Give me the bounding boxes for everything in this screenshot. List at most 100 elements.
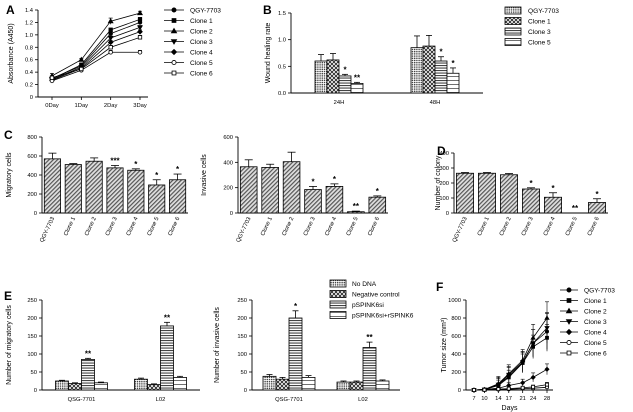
panel-f-point	[496, 387, 501, 392]
panel-b-x-tick-label: 48H	[430, 100, 441, 106]
panel-f-point	[482, 387, 487, 392]
panel-f-point	[472, 388, 476, 392]
panel-c2-x-tick-label: Clone 1	[260, 216, 274, 237]
panel-c1-bar	[148, 184, 166, 214]
panel-c2-bar	[325, 185, 344, 214]
panel-e1-bar	[81, 358, 95, 391]
panel-f-x-tick-label: 7	[472, 396, 475, 402]
panel-e-legend-label: pSPINK6si	[352, 302, 384, 309]
panel-e1-bar	[68, 383, 82, 391]
panel-c1-bar	[106, 167, 124, 214]
panel-a-series-line	[51, 18, 141, 80]
panel-a-point	[108, 45, 113, 50]
panel-e2-bar	[349, 381, 364, 391]
panel-b-legend-label: Clone 5	[528, 40, 551, 47]
panel-a-series-line	[51, 36, 141, 79]
panel-f-series-line	[473, 337, 548, 391]
panel-b-y-tick-label: 1.5	[278, 11, 286, 17]
panel-e2-x-tick-label: L02	[358, 397, 368, 403]
panel-e1-bar	[173, 376, 187, 391]
panel-f-x-tick-label: 17	[506, 396, 512, 402]
panel-b-bar	[422, 45, 436, 94]
panel-c2-x-tick-label: Clone 2	[282, 216, 296, 237]
panel-f-legend-label: Clone 2	[584, 309, 607, 316]
panel-a-series-line	[51, 22, 141, 79]
panel-b-legend-swatch	[504, 38, 522, 46]
panel-a-legend-marker	[171, 18, 177, 23]
panel-b-legend-label: Clone 1	[528, 19, 551, 26]
panel-c1-x-tick-label: Clone 5	[147, 216, 161, 237]
panel-e2-y-tick-label: 150	[237, 334, 247, 340]
panel-c2-bar	[282, 161, 301, 214]
panel-e2-y-tick-label: 200	[237, 316, 247, 322]
panel-f-legend-marker	[566, 287, 572, 293]
panel-f-y-tick-label: 1000	[448, 298, 461, 304]
panel-e2-significance: **	[366, 333, 373, 342]
panel-d-x-tick-label: Clone 4	[543, 216, 557, 237]
panel-e1-significance: **	[164, 313, 171, 322]
panel-c1-x-tick-label: Clone 4	[126, 216, 140, 237]
panel-f-label: F	[436, 280, 443, 294]
panel-a-series-line	[51, 51, 140, 82]
panel-f-legend-marker	[565, 328, 573, 336]
panel-e2-y-tick-label: 250	[237, 298, 247, 304]
panel-f-y-tick-label: 0	[458, 388, 461, 394]
panel-e1-y-tick-label: 150	[27, 334, 37, 340]
panel-f-legend-label: Clone 5	[584, 340, 607, 347]
panel-d-significance: **	[572, 204, 579, 213]
panel-d-y-tick-label: 200	[439, 181, 449, 187]
panel-d-bar	[522, 188, 540, 214]
panel-a-legend-label: Clone 6	[190, 71, 213, 78]
panel-e-legend-label: pSPINK6si+rSPINK6	[352, 313, 414, 320]
panel-a-point	[107, 39, 114, 46]
panel-f-legend-marker	[566, 298, 572, 303]
panel-d-label: D	[437, 144, 446, 158]
panel-e2-x-tick-label: QSG-7701	[275, 397, 303, 403]
panel-b-legend-label: Clone 3	[528, 29, 551, 36]
panel-c2-bar	[347, 211, 365, 214]
panel-c1-x-tick-label: Clone 1	[63, 216, 77, 237]
panel-a-x-tick-label: 2Day	[104, 103, 118, 109]
panel-e2-y-tick-label: 50	[241, 370, 247, 376]
panel-d-y-tick-label: 100	[439, 196, 449, 202]
panel-d-x-tick-label: Clone 5	[565, 216, 579, 237]
panel-a-ylabel: Absorbance (A450)	[8, 23, 15, 83]
panel-f-legend-label: Clone 4	[584, 330, 607, 337]
panel-c1-y-tick-label: 200	[27, 192, 37, 198]
panel-a-point	[108, 27, 113, 33]
panel-a-point	[137, 10, 143, 16]
panel-c2-y-tick-label: 600	[223, 135, 233, 141]
panel-e1-significance: **	[85, 349, 92, 358]
panel-f-legend-label: Clone 6	[584, 351, 607, 358]
panel-c2-y-tick-label: 0	[230, 211, 233, 217]
panel-c1-significance: *	[134, 160, 138, 169]
panel-c2-x-tick-label: Clone 4	[324, 216, 338, 237]
panel-a-y-tick-label: 1.2	[25, 20, 33, 26]
panel-a-series-line	[51, 12, 141, 77]
panel-d-bar	[544, 196, 562, 214]
panel-e1-y-tick-label: 250	[27, 298, 37, 304]
panel-a-legend-label: Clone 5	[190, 60, 213, 67]
panel-e2-bar	[375, 380, 390, 391]
panel-d-x-tick-label: Clone 2	[499, 216, 513, 237]
panel-e2-y-tick-label: 100	[237, 352, 247, 358]
panel-e1-bar	[160, 325, 174, 391]
panel-b-bar	[434, 60, 448, 94]
panel-e2-bar	[275, 378, 290, 391]
panel-a-y-tick-label: 0.8	[25, 45, 33, 51]
panel-a-point	[137, 35, 143, 40]
panel-f-legend-label: QGY-7703	[584, 288, 615, 295]
panel-c2-x-tick-label: QGY-7703	[236, 216, 253, 243]
panel-f-legend-marker	[565, 319, 573, 325]
panel-c2-bar	[368, 196, 387, 214]
panel-c1-significance: ***	[110, 157, 120, 166]
panel-d-bar	[456, 172, 474, 214]
panel-c2-significance: **	[353, 202, 360, 211]
panel-e2-bar	[262, 375, 277, 391]
panel-a-legend-marker	[170, 39, 178, 45]
panel-e1-ylabel: Number of migratory cells	[6, 305, 13, 385]
panel-c1-x-tick-label: Clone 2	[84, 216, 98, 237]
panel-d-x-tick-label: Clone 3	[521, 216, 535, 237]
panel-a-y-tick-label: 0	[30, 95, 33, 101]
